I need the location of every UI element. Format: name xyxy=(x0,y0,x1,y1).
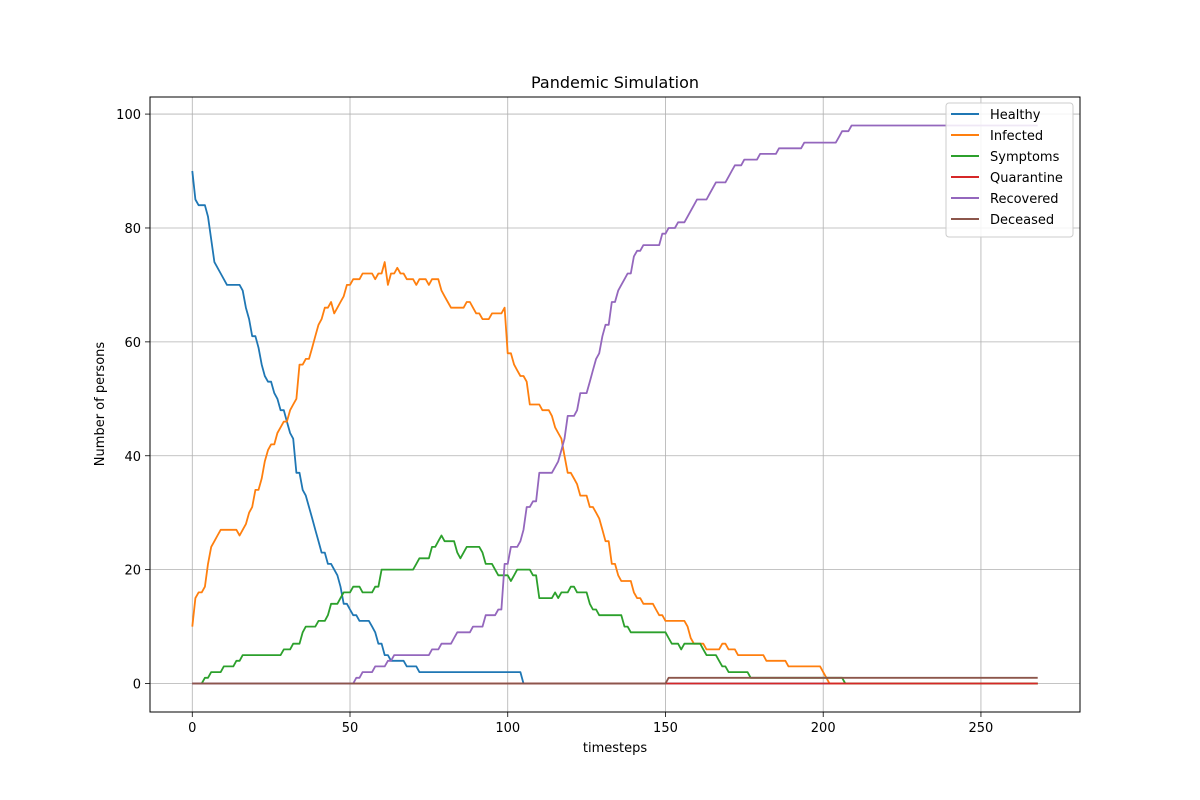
series-line-infected xyxy=(191,261,1038,685)
legend-label-infected: Infected xyxy=(990,129,1043,144)
x-tick-label: 250 xyxy=(969,721,994,736)
grid xyxy=(150,97,1080,712)
y-tick-label: 40 xyxy=(124,450,141,465)
series-line-recovered xyxy=(192,124,1038,685)
legend-label-deceased: Deceased xyxy=(990,213,1054,228)
x-axis-label: timesteps xyxy=(583,741,647,756)
legend-label-recovered: Recovered xyxy=(990,192,1059,207)
series-group xyxy=(191,124,1038,685)
x-tick-label: 50 xyxy=(342,721,359,736)
x-tick-label: 100 xyxy=(495,721,520,736)
y-axis-label: Number of persons xyxy=(93,342,108,467)
series-line-deceased xyxy=(192,676,1038,685)
y-tick-label: 0 xyxy=(133,678,141,693)
plot-frame xyxy=(149,96,1081,713)
ticks: 0 50 100 150 200 250 0 20 40 60 80 100 xyxy=(116,108,993,736)
chart-title: Pandemic Simulation xyxy=(531,73,699,92)
legend-label-quarantine: Quarantine xyxy=(990,171,1063,186)
x-tick-label: 150 xyxy=(653,721,678,736)
y-tick-label: 20 xyxy=(124,564,141,579)
x-tick-label: 0 xyxy=(188,721,196,736)
y-tick-label: 60 xyxy=(124,336,141,351)
series-line-healthy xyxy=(191,170,1038,685)
legend-label-healthy: Healthy xyxy=(990,108,1041,123)
y-tick-label: 80 xyxy=(124,222,141,237)
legend-label-symptoms: Symptoms xyxy=(990,150,1060,165)
legend: Healthy Infected Symptoms Quarantine Recover… xyxy=(945,102,1074,238)
y-tick-label: 100 xyxy=(116,108,141,123)
legend-box xyxy=(945,102,1074,238)
x-tick-label: 200 xyxy=(811,721,836,736)
series-line-symptoms xyxy=(192,534,1038,685)
